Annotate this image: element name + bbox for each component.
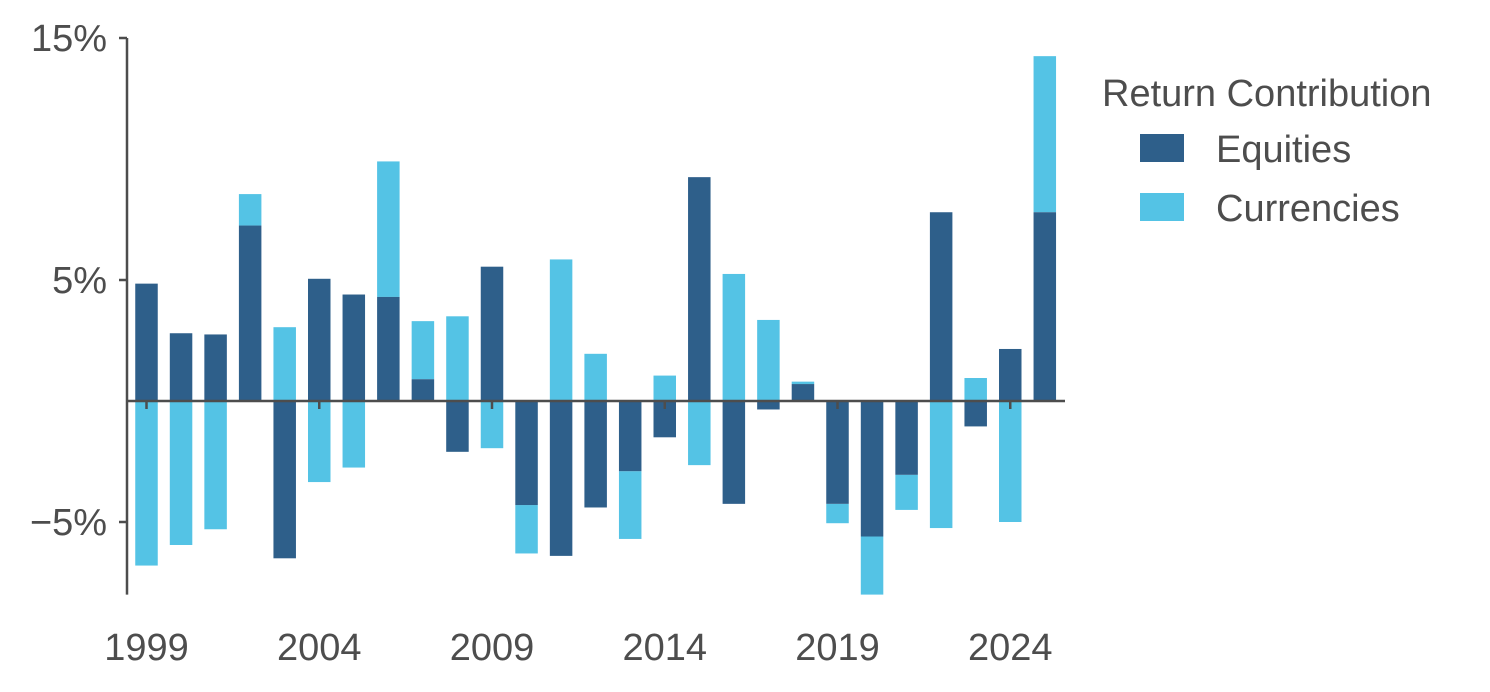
currencies-bar-2014 [653, 375, 676, 401]
x-tick-label: 2009 [450, 627, 535, 669]
equities-bar-2000 [169, 333, 193, 401]
equities-bar-2005 [342, 294, 366, 401]
equities-bar-2007 [411, 379, 435, 401]
equities-bar-2024 [999, 348, 1022, 401]
currencies-bar-2018 [791, 381, 815, 385]
y-axis-ticks: 15% 5% −5% [30, 18, 127, 544]
currencies-bar-2010 [515, 505, 538, 554]
equities-bar-2025 [1033, 212, 1057, 401]
currencies-bar-2019 [826, 503, 849, 524]
x-tick-label: 2024 [968, 627, 1053, 669]
x-tick-label: 2014 [622, 627, 707, 669]
equities-bar-2015 [688, 177, 711, 401]
equities-bar-1999 [135, 283, 158, 401]
bars-layer [135, 56, 1057, 595]
equities-bar-2018 [791, 384, 815, 401]
equities-bar-2023 [964, 401, 987, 427]
currencies-bar-2008 [446, 316, 469, 401]
equities-bar-2002 [238, 225, 262, 401]
currencies-bar-2001 [204, 401, 227, 530]
currencies-bar-2013 [618, 471, 642, 539]
currencies-bar-2025 [1033, 56, 1057, 213]
currencies-bar-2002 [238, 194, 262, 226]
currencies-bar-2022 [929, 401, 953, 529]
equities-bar-2017 [757, 401, 780, 410]
equities-bar-2006 [377, 296, 400, 401]
legend-swatch-equities [1140, 134, 1184, 162]
equities-bar-2009 [480, 266, 504, 401]
currencies-bar-2006 [377, 161, 400, 297]
equities-bar-2014 [653, 401, 676, 438]
equities-bar-2008 [446, 401, 469, 452]
equities-bar-2011 [549, 401, 573, 556]
currencies-bar-2016 [722, 273, 746, 401]
currencies-bar-2007 [411, 321, 435, 380]
equities-bar-2016 [722, 401, 746, 504]
equities-bar-2003 [273, 401, 296, 559]
legend-swatch-currencies [1140, 193, 1184, 221]
currencies-bar-2020 [860, 536, 884, 595]
legend: Return Contribution Equities Currencies [1102, 73, 1432, 230]
equities-bar-2021 [895, 401, 918, 475]
currencies-bar-2011 [549, 259, 573, 401]
equities-bar-2020 [860, 401, 884, 537]
currencies-bar-2005 [342, 401, 366, 468]
currencies-bar-2021 [895, 474, 918, 510]
legend-label-currencies: Currencies [1216, 188, 1400, 230]
currencies-bar-2000 [169, 401, 193, 545]
equities-bar-2012 [584, 401, 607, 508]
currencies-bar-2024 [999, 401, 1022, 522]
equities-bar-2019 [826, 401, 849, 504]
equities-bar-2022 [929, 212, 953, 401]
y-tick-label: 15% [31, 18, 107, 60]
equities-bar-2013 [618, 401, 642, 472]
x-tick-label: 2019 [795, 627, 880, 669]
currencies-bar-2004 [308, 401, 331, 483]
equities-bar-2001 [204, 334, 227, 401]
currencies-bar-2003 [273, 327, 296, 401]
currencies-bar-2015 [688, 401, 711, 466]
currencies-bar-2009 [480, 401, 504, 449]
currencies-bar-2023 [964, 378, 987, 401]
x-tick-label: 1999 [104, 627, 189, 669]
currencies-bar-1999 [135, 401, 158, 566]
currencies-bar-2012 [584, 353, 607, 401]
x-tick-label: 2004 [277, 627, 362, 669]
equities-bar-2004 [308, 278, 331, 401]
x-axis-ticks: 1999 2004 2009 2014 2019 2024 [104, 401, 1053, 669]
legend-label-equities: Equities [1216, 129, 1351, 171]
y-tick-label: 5% [52, 260, 107, 302]
legend-title: Return Contribution [1102, 73, 1432, 115]
equities-bar-2010 [515, 401, 538, 506]
currencies-bar-2017 [757, 319, 780, 401]
y-tick-label: −5% [30, 502, 107, 544]
